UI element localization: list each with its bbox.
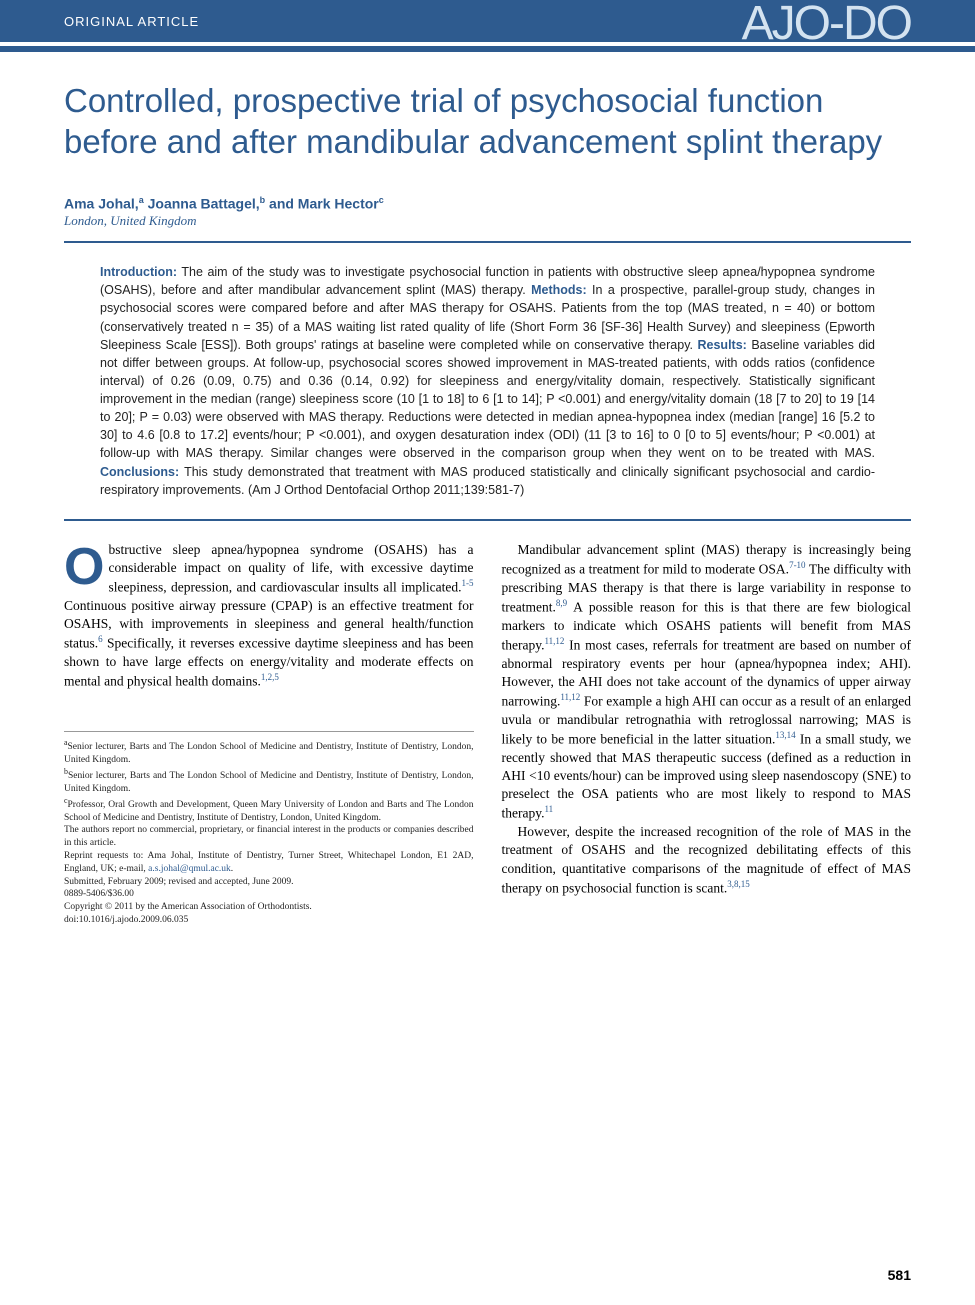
footnotes-block: aSenior lecturer, Barts and The London S… xyxy=(64,731,474,927)
footnote-issn: 0889-5406/$36.00 xyxy=(64,888,474,901)
author-list: Ama Johal,a Joanna Battagel,b and Mark H… xyxy=(64,195,911,212)
abstract-intro-label: Introduction: xyxy=(100,265,177,279)
citation-ref[interactable]: 11,12 xyxy=(544,636,564,646)
citation-ref[interactable]: 3,8,15 xyxy=(727,879,750,889)
header-bar: ORIGINAL ARTICLE AJO-DO xyxy=(0,0,975,42)
citation-ref[interactable]: 1,2,5 xyxy=(261,672,279,682)
footnote-submitted: Submitted, February 2009; revised and ac… xyxy=(64,876,474,889)
body-paragraph: Obstructive sleep apnea/hypopnea syndrom… xyxy=(64,541,474,691)
body-text-span: bstructive sleep apnea/hypopnea syndrome… xyxy=(108,542,473,595)
citation-ref[interactable]: 13,14 xyxy=(775,730,795,740)
article-title: Controlled, prospective trial of psychos… xyxy=(64,80,911,163)
divider-bottom xyxy=(64,519,911,521)
column-left: Obstructive sleep apnea/hypopnea syndrom… xyxy=(64,541,474,927)
footnote-text: Professor, Oral Growth and Development, … xyxy=(64,800,474,823)
footnote-disclaimer: The authors report no commercial, propri… xyxy=(64,824,474,850)
footnote-text: Senior lecturer, Barts and The London Sc… xyxy=(64,771,474,794)
footnote-reprint: Reprint requests to: Ama Johal, Institut… xyxy=(64,850,474,876)
dropcap-letter: O xyxy=(64,541,108,589)
footnote-a: aSenior lecturer, Barts and The London S… xyxy=(64,738,474,767)
footnote-text: Senior lecturer, Barts and The London Sc… xyxy=(64,742,474,765)
divider-top xyxy=(64,241,911,243)
citation-ref[interactable]: 8,9 xyxy=(556,598,567,608)
citation-ref[interactable]: 11 xyxy=(544,804,553,814)
page-number: 581 xyxy=(888,1267,911,1283)
citation-ref[interactable]: 11,12 xyxy=(560,692,580,702)
abstract-results-label: Results: xyxy=(698,338,747,352)
abstract-methods-label: Methods: xyxy=(531,283,587,297)
abstract-block: Introduction: The aim of the study was t… xyxy=(64,251,911,511)
footnote-copyright: Copyright © 2011 by the American Associa… xyxy=(64,901,474,914)
citation-ref[interactable]: 7-10 xyxy=(789,560,806,570)
abstract-conclusions-label: Conclusions: xyxy=(100,465,179,479)
column-right: Mandibular advancement splint (MAS) ther… xyxy=(502,541,912,927)
footnote-text: Reprint requests to: Ama Johal, Institut… xyxy=(64,851,474,874)
body-text-span: However, despite the increased recogniti… xyxy=(502,824,912,895)
article-type-label: ORIGINAL ARTICLE xyxy=(64,14,199,29)
reprint-email-link[interactable]: a.s.johal@qmul.ac.uk xyxy=(148,864,231,874)
page-content: Controlled, prospective trial of psychos… xyxy=(0,52,975,927)
abstract-results-text: Baseline variables did not differ betwee… xyxy=(100,338,875,461)
journal-logo: AJO-DO xyxy=(742,0,911,51)
author-location: London, United Kingdom xyxy=(64,213,911,229)
footnote-c: cProfessor, Oral Growth and Development,… xyxy=(64,796,474,825)
footnote-doi: doi:10.1016/j.ajodo.2009.06.035 xyxy=(64,914,474,927)
citation-ref[interactable]: 1-5 xyxy=(462,578,474,588)
body-paragraph: However, despite the increased recogniti… xyxy=(502,823,912,897)
footnote-b: bSenior lecturer, Barts and The London S… xyxy=(64,767,474,796)
body-paragraph: Mandibular advancement splint (MAS) ther… xyxy=(502,541,912,823)
body-columns: Obstructive sleep apnea/hypopnea syndrom… xyxy=(64,541,911,927)
abstract-conclusions-text: This study demonstrated that treatment w… xyxy=(100,465,875,497)
